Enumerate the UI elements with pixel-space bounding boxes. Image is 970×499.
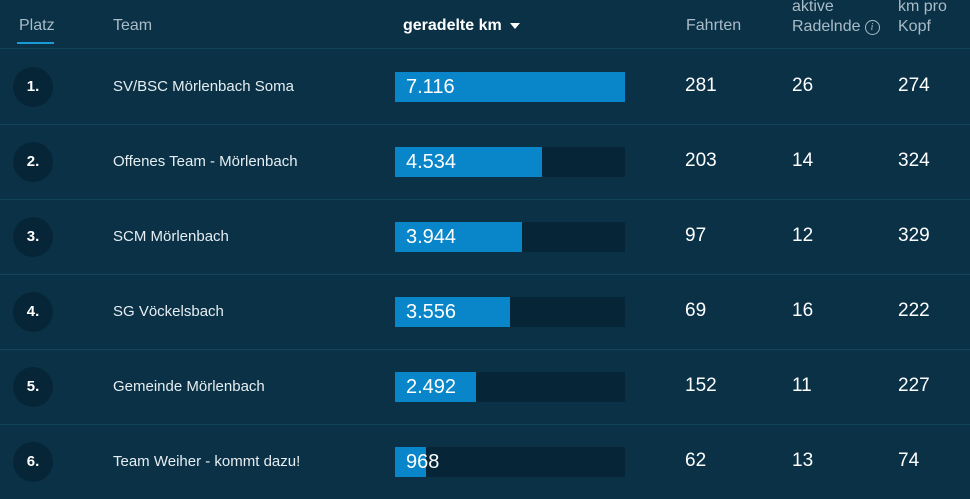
table-header: Platz Team geradelte km Fahrten aktive R… [0,0,970,49]
km-pro-kopf-value: 329 [898,225,930,246]
fahrten-value: 97 [685,225,707,246]
team-name[interactable]: Gemeinde Mörlenbach [113,378,265,395]
column-header-aktive-line2: Radelnde [792,18,861,35]
km-bar: 3.944 [395,222,625,252]
team-name[interactable]: SG Vöckelsbach [113,303,224,320]
km-bar: 3.556 [395,297,625,327]
fahrten-value: 62 [685,450,707,471]
fahrten-value: 203 [685,150,717,171]
km-value: 3.944 [406,226,457,248]
km-bar-fill [395,72,625,102]
team-name[interactable]: SV/BSC Mörlenbach Soma [113,78,294,95]
km-value: 3.556 [406,301,457,323]
active-column-indicator [17,42,54,44]
sort-descending-icon [509,22,520,29]
column-header-kmkopf-line2: Kopf [898,18,931,35]
rank-badge: 6. [13,442,53,482]
km-bar: 7.116 [395,72,625,102]
aktive-value: 11 [792,375,812,396]
km-bar-fill [395,372,476,402]
column-header-platz[interactable]: Platz [19,17,55,34]
rank-badge: 5. [13,367,53,407]
column-header-km-label: geradelte km [403,17,502,34]
fahrten-value: 152 [685,375,717,396]
table-row[interactable]: 4. SG Vöckelsbach 3.556 69 16 222 [0,274,970,350]
km-bar: 2.492 [395,372,625,402]
km-pro-kopf-value: 74 [898,450,920,471]
column-header-team[interactable]: Team [113,17,153,34]
column-header-fahrten[interactable]: Fahrten [686,17,742,34]
aktive-value: 13 [792,450,814,471]
km-bar-fill [395,447,427,477]
column-header-km[interactable]: geradelte km [403,17,520,35]
info-icon[interactable]: i [864,20,880,35]
aktive-value: 14 [792,150,814,171]
column-header-aktive-line1: aktive [792,0,834,15]
column-header-kmkopf-line1: km pro [898,0,947,15]
table-row[interactable]: 6. Team Weiher - kommt dazu! 968 62 13 7… [0,424,970,499]
aktive-value: 26 [792,75,814,96]
team-name[interactable]: Team Weiher - kommt dazu! [113,453,301,470]
km-bar-fill [395,147,542,177]
column-header-aktive[interactable]: aktive Radelnde i [792,0,880,37]
fahrten-value: 281 [685,75,717,96]
km-pro-kopf-value: 324 [898,150,930,171]
aktive-value: 16 [792,300,814,321]
km-value: 7.116 [406,76,455,98]
table-row[interactable]: 2. Offenes Team - Mörlenbach 4.534 203 1… [0,124,970,200]
rank-badge: 3. [13,217,53,257]
column-header-km-pro-kopf[interactable]: km pro Kopf [898,0,947,37]
table-row[interactable]: 1. SV/BSC Mörlenbach Soma 7.116 281 26 2… [0,49,970,125]
km-bar-fill [395,222,523,252]
km-pro-kopf-value: 227 [898,375,930,396]
km-pro-kopf-value: 274 [898,75,930,96]
km-value: 4.534 [406,151,457,173]
km-value: 2.492 [406,376,457,398]
team-name[interactable]: Offenes Team - Mörlenbach [113,153,298,170]
km-bar-fill [395,297,510,327]
km-bar: 4.534 [395,147,625,177]
km-bar: 968 [395,447,625,477]
km-pro-kopf-value: 222 [898,300,930,321]
table-row[interactable]: 5. Gemeinde Mörlenbach 2.492 152 11 227 [0,349,970,425]
rank-badge: 2. [13,142,53,182]
table-row[interactable]: 3. SCM Mörlenbach 3.944 97 12 329 [0,199,970,275]
rank-badge: 4. [13,292,53,332]
rank-badge: 1. [13,67,53,107]
team-name[interactable]: SCM Mörlenbach [113,228,229,245]
fahrten-value: 69 [685,300,707,321]
km-value: 968 [406,451,440,473]
aktive-value: 12 [792,225,814,246]
